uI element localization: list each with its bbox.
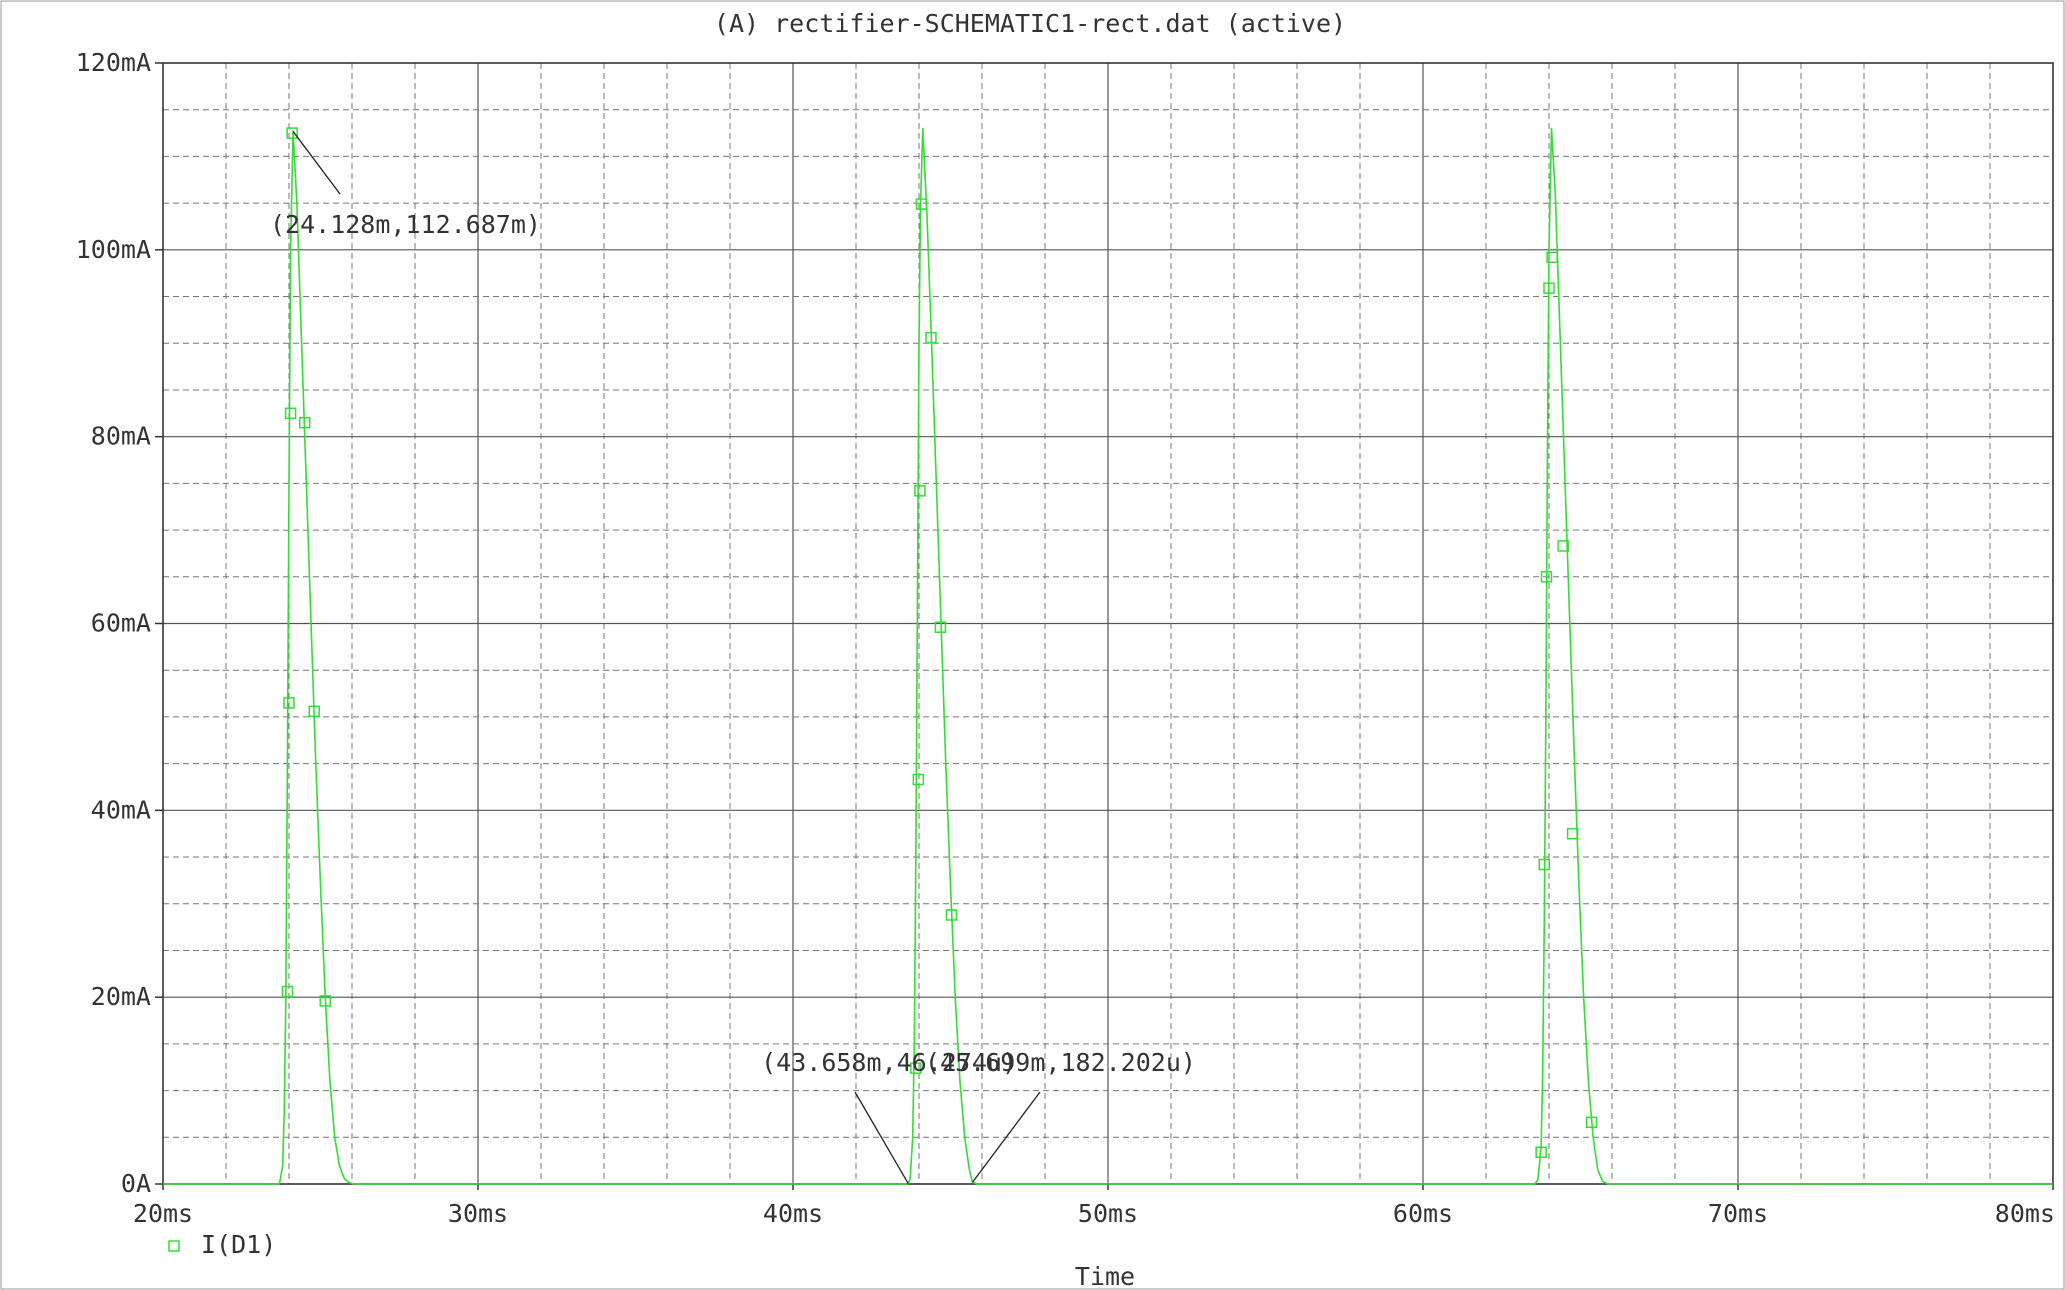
series-marker (910, 1062, 922, 1074)
y-tick-label: 80mA (91, 422, 151, 451)
y-tick-label: 20mA (91, 982, 151, 1011)
y-tick-label: 100mA (76, 235, 151, 264)
chart-title: (A) rectifier-SCHEMATIC1-rect.dat (activ… (714, 9, 1346, 38)
annotation-leader (854, 1091, 909, 1184)
annotation-leader (971, 1091, 1041, 1183)
series-marker (281, 985, 294, 998)
x-tick-label: 40ms (763, 1199, 823, 1228)
annotation-label[interactable]: (43.658m,46.274u) (761, 1048, 1017, 1077)
series-marker (1538, 858, 1551, 871)
series-marker (915, 198, 928, 210)
legend-label-i-d1: I(D1) (201, 1230, 276, 1259)
series-marker (1543, 282, 1555, 294)
y-axis-ticks: 0A 20mA 40mA 60mA 80mA 100mA 120mA (76, 48, 163, 1198)
x-axis-ticks: 20ms 30ms 40ms 50ms 60ms 70ms 80ms (133, 1184, 2055, 1228)
series-marker (319, 995, 331, 1007)
annotation-leader (292, 130, 341, 195)
series-marker (1566, 827, 1579, 840)
x-tick-label: 50ms (1078, 1199, 1138, 1228)
series-i-d1[interactable] (163, 127, 2054, 1185)
series-marker (1546, 251, 1558, 264)
series-marker (1540, 571, 1553, 583)
cursor-annotations[interactable]: (24.128m,112.687m) (43.658m,46.274u)(45.6… (270, 130, 1196, 1184)
series-marker (308, 705, 320, 718)
series-marker (286, 127, 298, 139)
series-marker (945, 909, 958, 921)
series-marker (299, 416, 311, 429)
legend-marker-icon (168, 1240, 180, 1252)
series-marker (1535, 1146, 1547, 1158)
series-marker (1585, 1116, 1598, 1129)
x-tick-label: 30ms (448, 1199, 508, 1228)
legend[interactable]: I(D1) (168, 1230, 276, 1259)
x-axis-label: Time (1075, 1262, 1135, 1290)
x-tick-label: 70ms (1708, 1199, 1768, 1228)
x-tick-label: 80ms (1995, 1199, 2055, 1228)
series-marker (914, 485, 926, 497)
series-line (163, 127, 2054, 1185)
annotation-label[interactable]: (45.699m,182.202u) (925, 1048, 1196, 1077)
series-marker (284, 407, 297, 420)
y-tick-label: 60mA (91, 609, 151, 638)
x-tick-label: 60ms (1393, 1199, 1453, 1228)
series-marker (912, 773, 925, 786)
y-tick-label: 120mA (76, 48, 151, 77)
y-tick-label: 40mA (91, 795, 151, 824)
series-marker (925, 331, 937, 344)
series-marker (934, 621, 947, 633)
annotation-label[interactable]: (24.128m,112.687m) (270, 210, 541, 239)
series-marker (1557, 540, 1569, 552)
x-tick-label: 20ms (133, 1199, 193, 1228)
y-tick-label: 0A (121, 1169, 151, 1198)
series-marker (283, 697, 295, 709)
